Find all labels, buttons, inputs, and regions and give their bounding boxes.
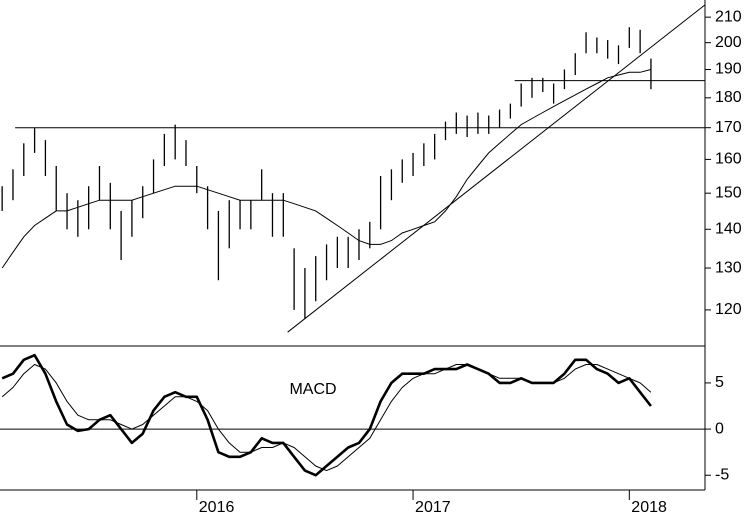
y-tick-label: 200	[715, 34, 742, 51]
x-tick-label: 2016	[199, 499, 235, 516]
y-tick-label: -5	[715, 466, 729, 483]
reference-line	[287, 4, 706, 333]
y-tick-label: 170	[715, 119, 742, 136]
x-tick-label: 2018	[631, 499, 667, 516]
y-tick-label: 210	[715, 8, 742, 25]
y-tick-label: 130	[715, 259, 742, 276]
moving-average	[1, 69, 652, 269]
x-tick-label: 2017	[415, 499, 451, 516]
y-tick-label: 190	[715, 61, 742, 78]
y-tick-label: 120	[715, 301, 742, 318]
y-tick-label: 150	[715, 184, 742, 201]
y-tick-label: 0	[715, 420, 724, 437]
y-tick-label: 180	[715, 89, 742, 106]
macd-line	[1, 364, 652, 472]
macd-line	[1, 353, 652, 477]
annotation: MACD	[289, 381, 336, 398]
y-tick-label: 160	[715, 151, 742, 168]
y-tick-label: 140	[715, 220, 742, 237]
y-tick-label: 5	[715, 374, 724, 391]
